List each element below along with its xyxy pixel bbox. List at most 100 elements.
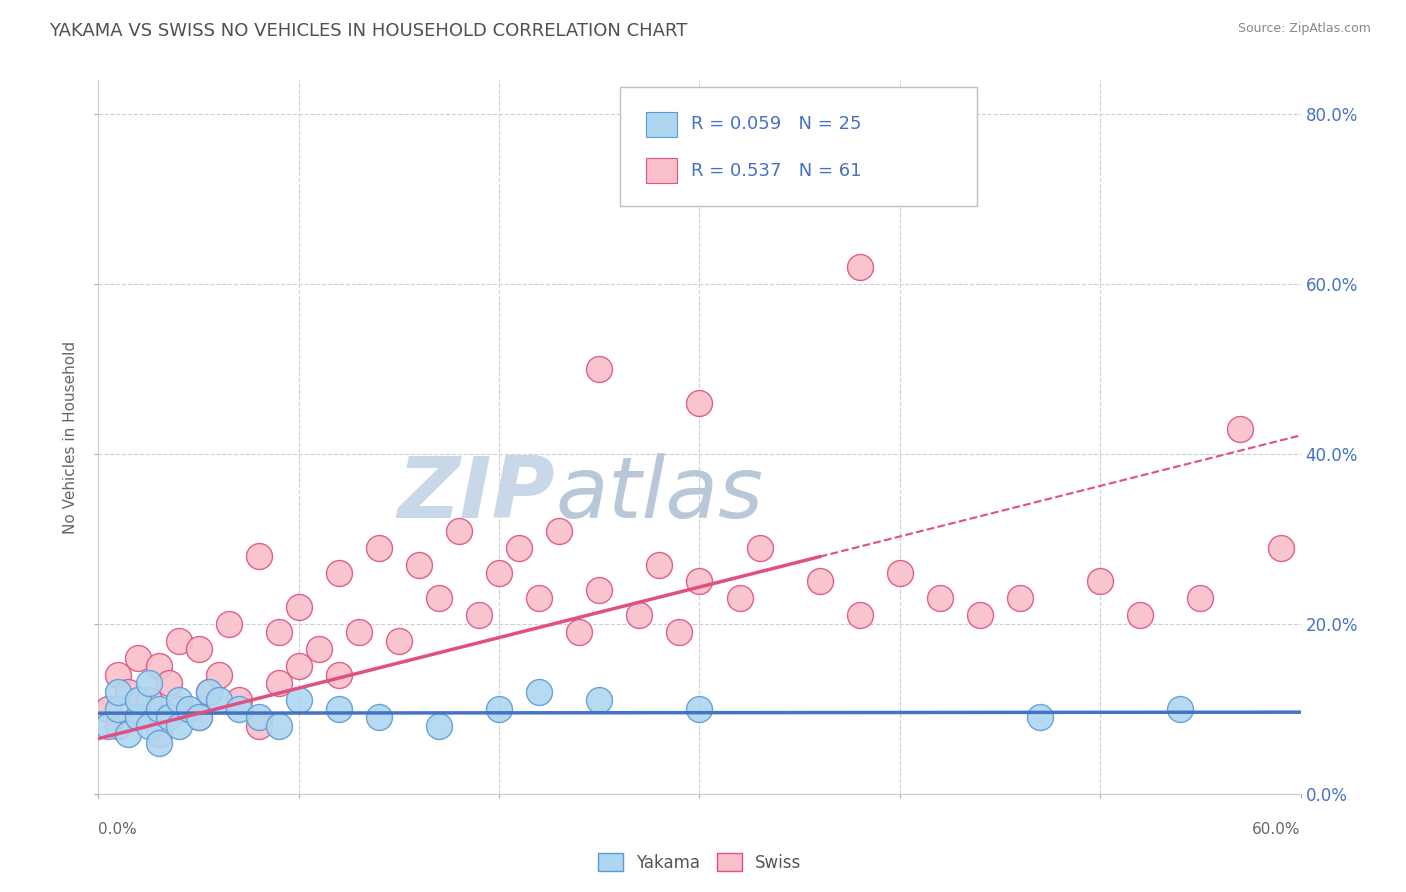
Point [1189,591,1212,606]
Point [328,702,350,716]
Point [427,591,450,606]
Point [388,634,411,648]
Y-axis label: No Vehicles in Household: No Vehicles in Household [63,341,79,533]
Point [1129,608,1152,623]
Point [488,566,510,580]
Point [187,710,209,724]
Text: R = 0.059   N = 25: R = 0.059 N = 25 [690,115,860,133]
Point [267,719,290,733]
Point [588,693,610,707]
Point [267,625,290,640]
Point [107,685,129,699]
Point [148,727,170,741]
Point [247,719,270,733]
Point [128,693,150,707]
Point [128,710,150,724]
Text: atlas: atlas [555,452,763,536]
Point [347,625,370,640]
Point [228,702,250,716]
Point [1170,702,1192,716]
Point [197,685,219,699]
Point [849,260,872,275]
Point [247,549,270,563]
Text: YAKAMA VS SWISS NO VEHICLES IN HOUSEHOLD CORRELATION CHART: YAKAMA VS SWISS NO VEHICLES IN HOUSEHOLD… [49,22,688,40]
Point [128,710,150,724]
Point [138,719,160,733]
Point [488,702,510,716]
Text: ZIP: ZIP [398,452,555,536]
Point [97,702,120,716]
Text: Source: ZipAtlas.com: Source: ZipAtlas.com [1237,22,1371,36]
Point [588,362,610,376]
Point [588,582,610,597]
Point [1029,710,1052,724]
Point [929,175,952,189]
Point [328,566,350,580]
Point [728,591,751,606]
Point [167,702,190,716]
Point [529,685,551,699]
Point [328,668,350,682]
Point [167,693,190,707]
Point [468,608,491,623]
Point [267,676,290,690]
Point [889,566,911,580]
Point [208,668,231,682]
Point [138,676,160,690]
Point [1229,421,1251,435]
Point [368,541,391,555]
Point [849,608,872,623]
Point [177,702,200,716]
Point [218,617,240,632]
Point [117,685,139,699]
Point [668,625,690,640]
Point [107,702,129,716]
Point [288,659,311,673]
Point [548,524,571,538]
Point [1010,591,1032,606]
Point [427,719,450,733]
Point [568,625,591,640]
Point [228,693,250,707]
Point [689,574,711,589]
Point [408,558,430,572]
Point [628,608,651,623]
Point [187,642,209,657]
Point [157,710,180,724]
Point [157,676,180,690]
Point [368,710,391,724]
Point [969,608,991,623]
Point [288,693,311,707]
Point [97,719,120,733]
Point [148,702,170,716]
Legend: Yakama, Swiss: Yakama, Swiss [591,847,808,879]
Point [247,710,270,724]
Point [689,396,711,410]
Point [107,719,129,733]
Point [508,541,530,555]
Point [138,693,160,707]
Text: 60.0%: 60.0% [1253,822,1301,837]
Point [197,685,219,699]
Point [648,558,671,572]
Point [107,668,129,682]
Point [1270,541,1292,555]
Text: 0.0%: 0.0% [98,822,138,837]
Point [187,710,209,724]
Point [529,591,551,606]
Point [808,574,831,589]
Point [148,736,170,750]
Point [447,524,470,538]
Text: R = 0.537   N = 61: R = 0.537 N = 61 [690,161,860,179]
Point [167,634,190,648]
Point [208,693,231,707]
Point [117,727,139,741]
Point [148,659,170,673]
Point [167,719,190,733]
Point [1088,574,1111,589]
Point [929,591,952,606]
Point [308,642,330,657]
Point [288,599,311,614]
Point [748,541,770,555]
Point [128,651,150,665]
